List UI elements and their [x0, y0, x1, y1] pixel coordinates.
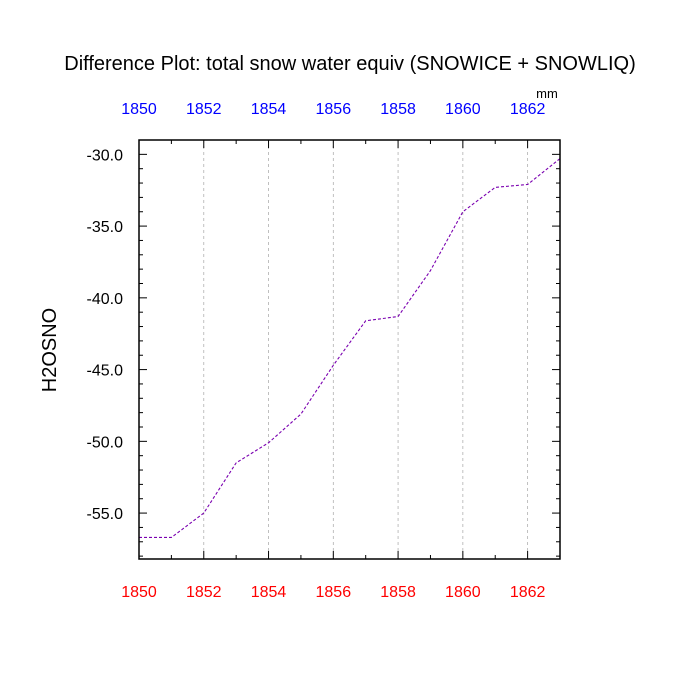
y-tick-label: -50.0	[87, 434, 124, 451]
units-label: mm	[536, 86, 558, 101]
x-tick-label-top: 1860	[445, 101, 481, 118]
plot-frame	[138, 139, 561, 560]
x-tick-label-top: 1850	[121, 101, 157, 118]
series-layer	[139, 158, 561, 539]
tick-layer	[138, 140, 560, 559]
x-tick-label-bottom: 1862	[510, 584, 546, 601]
x-tick-label-bottom: 1852	[186, 584, 222, 601]
x-tick-label-top: 1862	[510, 101, 546, 118]
y-tick-label: -30.0	[87, 147, 124, 164]
data-line	[139, 158, 561, 539]
chart-title: Difference Plot: total snow water equiv …	[64, 53, 635, 75]
label-layer: 1850 1850 1852 1852 1854 1854 1856 1856 1858 1858…	[87, 101, 546, 601]
x-tick-label-bottom: 1854	[251, 584, 287, 601]
y-axis-label: H2OSNO	[39, 308, 61, 392]
x-tick-label-bottom: 1860	[445, 584, 481, 601]
x-tick-label-top: 1852	[186, 101, 222, 118]
x-tick-label-bottom: 1850	[121, 584, 157, 601]
y-tick-label: -45.0	[87, 363, 124, 380]
y-tick-label: -40.0	[87, 291, 124, 308]
y-tick-label: -55.0	[87, 506, 124, 523]
x-tick-label-bottom: 1858	[380, 584, 416, 601]
x-tick-label-bottom: 1856	[316, 584, 352, 601]
x-tick-label-top: 1856	[316, 101, 352, 118]
x-tick-label-top: 1858	[380, 101, 416, 118]
y-tick-label: -35.0	[87, 219, 124, 236]
grid-layer	[203, 140, 529, 559]
x-tick-label-top: 1854	[251, 101, 287, 118]
